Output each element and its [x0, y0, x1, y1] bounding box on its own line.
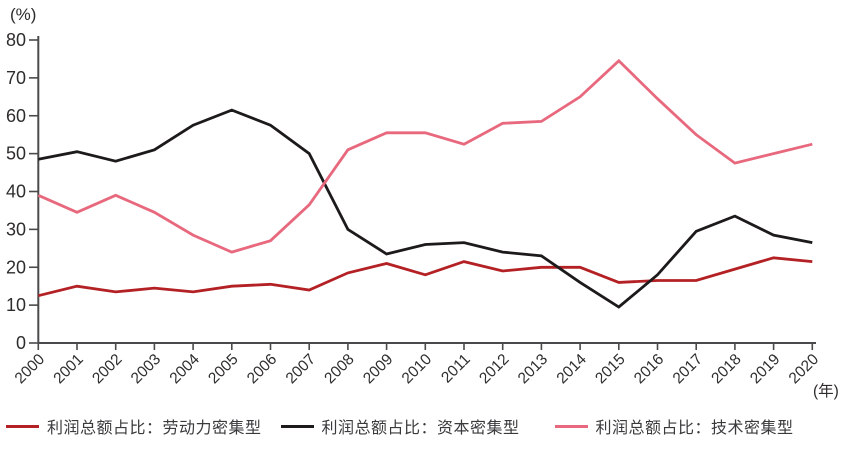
x-tick-label: 2006: [244, 351, 280, 387]
x-tick-label: 2010: [399, 351, 436, 388]
legend-label-capital-intensive: 利润总额占比：资本密集型: [321, 420, 520, 437]
legend: 利润总额占比：劳动力密集型 利润总额占比：资本密集型 利润总额占比：技术密集型: [6, 414, 843, 438]
x-tick-label: 2015: [592, 351, 628, 387]
y-tick-label: 20: [6, 257, 26, 277]
y-tick-label: 0: [16, 333, 26, 353]
legend-item-labor-intensive: 利润总额占比：劳动力密集型: [6, 414, 262, 438]
x-tick-label: 2007: [283, 351, 319, 387]
legend-item-tech-intensive: 利润总额占比：技术密集型: [554, 414, 794, 438]
x-tick-label: 2009: [360, 351, 396, 387]
x-tick-label: 2004: [167, 351, 204, 388]
legend-label-labor-intensive: 利润总额占比：劳动力密集型: [47, 420, 262, 437]
x-tick-label: 2002: [89, 351, 125, 387]
y-tick-label: 40: [6, 182, 26, 202]
series-line-1: [38, 108, 813, 309]
y-tick-label: 30: [6, 219, 26, 239]
legend-swatch-capital-intensive: [280, 424, 314, 428]
x-tick-label: 2001: [50, 351, 86, 387]
legend-swatch-tech-intensive: [554, 424, 588, 428]
legend-label-tech-intensive: 利润总额占比：技术密集型: [595, 420, 794, 437]
y-tick-label: 80: [6, 30, 26, 50]
y-tick-label: 60: [6, 106, 26, 126]
y-tick-label: 50: [6, 144, 26, 164]
x-axis-unit-label: (年): [813, 382, 839, 400]
x-tick-label: 2019: [747, 351, 783, 387]
x-tick-label: 2017: [670, 351, 706, 387]
series-line-0: [37, 256, 813, 298]
legend-swatch-labor-intensive: [6, 424, 39, 428]
x-tick-label: 2005: [205, 351, 241, 387]
x-tick-label: 2000: [12, 351, 49, 388]
x-tick-label: 2016: [631, 351, 667, 387]
series-line-2: [37, 58, 813, 254]
legend-item-capital-intensive: 利润总额占比：资本密集型: [280, 414, 520, 438]
x-tick-label: 2020: [786, 351, 823, 388]
x-tick-label: 2008: [321, 351, 357, 387]
y-tick-label: 70: [6, 68, 26, 88]
x-tick-label: 2014: [554, 351, 591, 388]
x-tick-label: 2013: [515, 351, 551, 387]
x-tick-label: 2003: [128, 351, 164, 387]
x-tick-label: 2012: [476, 351, 512, 387]
y-tick-label: 10: [6, 295, 26, 315]
x-tick-label: 2018: [708, 351, 744, 387]
y-axis-unit-label: (%): [10, 5, 36, 24]
x-tick-label: 2011: [438, 351, 474, 387]
